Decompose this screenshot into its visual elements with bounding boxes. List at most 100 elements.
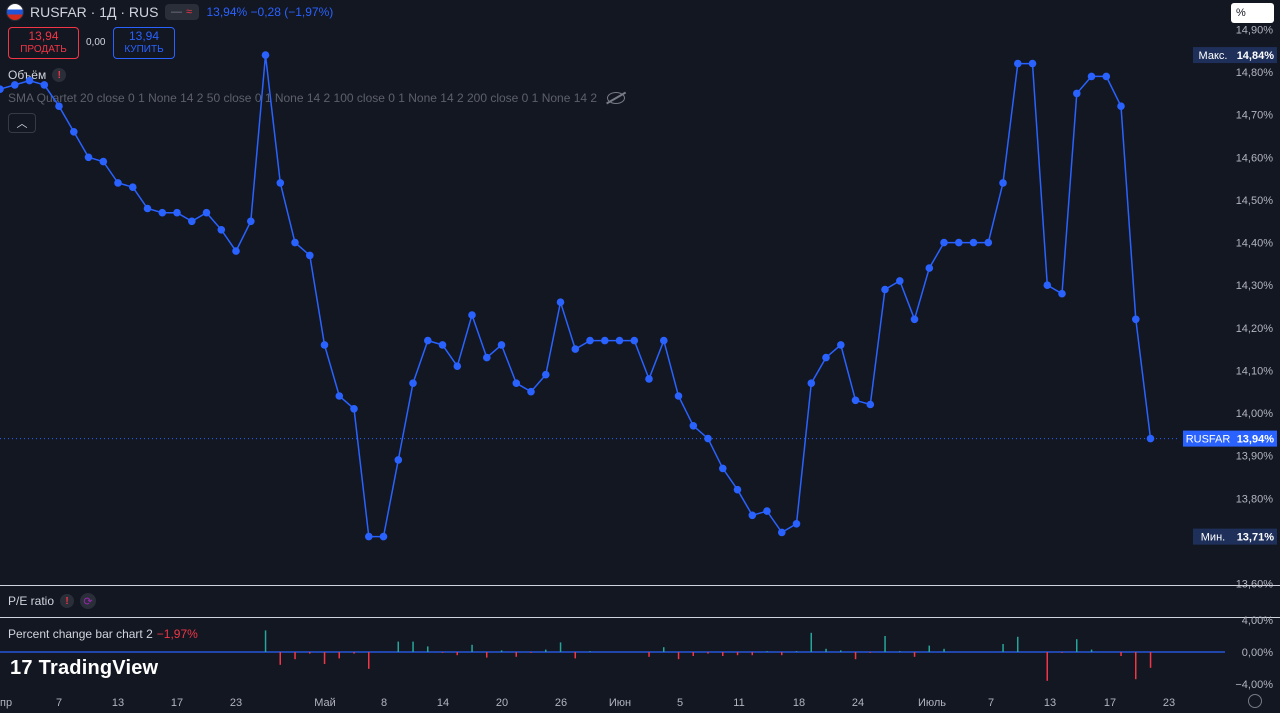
- data-point[interactable]: [306, 251, 314, 260]
- change-bar[interactable]: [913, 652, 916, 657]
- data-point[interactable]: [689, 422, 698, 430]
- data-point[interactable]: [320, 341, 329, 349]
- data-point[interactable]: [851, 396, 860, 405]
- data-point[interactable]: [822, 353, 830, 362]
- data-point[interactable]: [881, 285, 889, 294]
- data-point[interactable]: [571, 345, 580, 353]
- data-point[interactable]: [409, 379, 417, 388]
- data-point[interactable]: [984, 238, 993, 247]
- data-point[interactable]: [438, 341, 447, 349]
- sell-button[interactable]: 13,94 ПРОДАТЬ: [8, 27, 79, 59]
- change-bar[interactable]: [722, 652, 724, 656]
- volume-indicator[interactable]: Объём !: [8, 68, 67, 82]
- percent-change-indicator[interactable]: Percent change bar chart 2 −1,97%: [8, 627, 198, 641]
- data-point[interactable]: [1102, 72, 1111, 81]
- change-bar[interactable]: [1061, 652, 1063, 653]
- sma-indicator[interactable]: SMA Quartet 20 close 0 1 None 14 2 50 cl…: [8, 91, 626, 105]
- data-point[interactable]: [188, 217, 196, 226]
- data-point[interactable]: [99, 157, 108, 166]
- data-point[interactable]: [615, 336, 624, 345]
- change-bar[interactable]: [264, 630, 267, 652]
- change-bar[interactable]: [353, 652, 355, 654]
- data-point[interactable]: [748, 511, 757, 520]
- data-point[interactable]: [999, 179, 1007, 187]
- change-bar[interactable]: [1017, 636, 1019, 652]
- change-bar[interactable]: [840, 650, 842, 652]
- change-bar[interactable]: [869, 652, 872, 653]
- change-bar[interactable]: [943, 648, 945, 652]
- change-bar[interactable]: [589, 651, 591, 652]
- change-bar[interactable]: [707, 652, 709, 654]
- change-bar[interactable]: [1149, 652, 1152, 668]
- data-point[interactable]: [586, 336, 594, 345]
- change-bar[interactable]: [500, 650, 503, 652]
- collapse-legend-button[interactable]: ︿: [8, 113, 36, 133]
- change-bar[interactable]: [397, 641, 400, 652]
- data-point[interactable]: [1117, 102, 1125, 110]
- gear-icon[interactable]: [1248, 694, 1262, 708]
- data-point[interactable]: [542, 370, 550, 379]
- symbol-title[interactable]: RUSFAR · 1Д · RUS: [30, 4, 159, 20]
- data-point[interactable]: [261, 51, 270, 59]
- data-point[interactable]: [645, 375, 653, 383]
- data-point[interactable]: [25, 76, 34, 85]
- change-bar[interactable]: [751, 652, 754, 656]
- data-point[interactable]: [1058, 289, 1066, 298]
- data-point[interactable]: [40, 81, 49, 89]
- data-point[interactable]: [556, 298, 565, 307]
- data-point[interactable]: [217, 226, 226, 234]
- change-bar[interactable]: [294, 652, 296, 660]
- data-point[interactable]: [173, 208, 181, 217]
- data-point[interactable]: [1028, 59, 1037, 68]
- change-bar[interactable]: [1135, 652, 1137, 680]
- change-bar[interactable]: [1090, 649, 1093, 652]
- data-point[interactable]: [733, 485, 742, 494]
- change-bar[interactable]: [663, 647, 665, 652]
- data-point[interactable]: [910, 315, 919, 324]
- data-point[interactable]: [158, 208, 167, 217]
- data-point[interactable]: [866, 400, 875, 409]
- change-bar[interactable]: [441, 652, 444, 653]
- change-bar[interactable]: [515, 652, 518, 657]
- data-point[interactable]: [468, 311, 476, 319]
- data-point[interactable]: [394, 456, 403, 464]
- data-point[interactable]: [1087, 72, 1096, 81]
- data-point[interactable]: [792, 520, 801, 528]
- change-bar[interactable]: [795, 651, 798, 652]
- warning-icon[interactable]: !: [52, 68, 67, 82]
- change-bar[interactable]: [530, 652, 532, 653]
- change-bar[interactable]: [412, 641, 414, 652]
- data-point[interactable]: [674, 392, 683, 400]
- data-point[interactable]: [1146, 434, 1155, 443]
- buy-button[interactable]: 13,94 КУПИТЬ: [113, 27, 175, 59]
- data-point[interactable]: [291, 238, 299, 247]
- data-point[interactable]: [763, 507, 771, 515]
- tradingview-logo[interactable]: 17 TradingView: [10, 657, 158, 680]
- data-point[interactable]: [70, 128, 78, 136]
- data-point[interactable]: [84, 153, 93, 162]
- change-bar[interactable]: [338, 652, 341, 659]
- data-point[interactable]: [630, 336, 639, 345]
- data-point[interactable]: [483, 353, 491, 362]
- change-bar[interactable]: [692, 652, 695, 656]
- data-point[interactable]: [232, 247, 240, 255]
- market-status-pill[interactable]: — ≈: [164, 4, 199, 20]
- change-bar[interactable]: [1120, 652, 1122, 656]
- data-point[interactable]: [365, 532, 373, 541]
- change-bar[interactable]: [559, 642, 562, 652]
- refresh-icon[interactable]: ⟳: [80, 593, 97, 609]
- data-point[interactable]: [143, 204, 152, 213]
- data-point[interactable]: [925, 264, 934, 272]
- change-bar[interactable]: [545, 649, 547, 652]
- percent-scale-button[interactable]: %: [1231, 3, 1274, 23]
- change-bar[interactable]: [323, 652, 326, 664]
- change-bar[interactable]: [427, 646, 429, 652]
- data-point[interactable]: [350, 405, 358, 413]
- data-point[interactable]: [55, 102, 63, 110]
- change-bar[interactable]: [677, 652, 680, 660]
- data-point[interactable]: [719, 464, 727, 473]
- warning-icon[interactable]: !: [60, 594, 75, 608]
- change-bar[interactable]: [825, 648, 827, 652]
- data-point[interactable]: [114, 179, 122, 187]
